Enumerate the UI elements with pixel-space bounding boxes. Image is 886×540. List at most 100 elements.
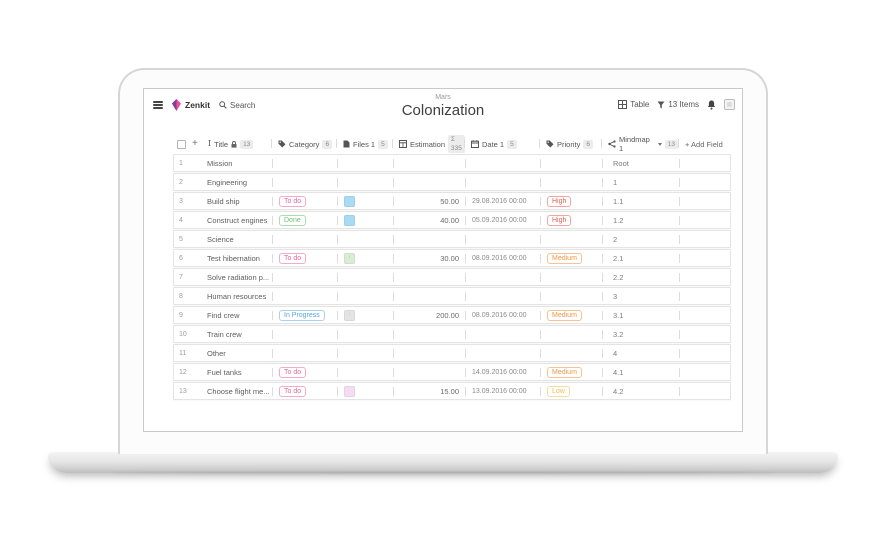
category-badge[interactable]: To do: [279, 195, 307, 207]
mindmap-value: 3.2: [613, 329, 624, 339]
priority-badge[interactable]: Medium: [547, 309, 582, 321]
table-row[interactable]: 2 Engineering 1: [173, 173, 731, 191]
row-number: 2: [179, 178, 183, 186]
priority-badge[interactable]: High: [547, 195, 572, 207]
row-number: 9: [179, 311, 183, 319]
row-number: 6: [179, 254, 183, 262]
estimation-value: 50.00: [440, 196, 459, 206]
priority-badge[interactable]: High: [547, 214, 572, 226]
row-number: 7: [179, 273, 183, 281]
mindmap-value: 4: [613, 348, 618, 358]
row-number: 10: [179, 330, 187, 338]
notifications-bell-icon[interactable]: [707, 100, 716, 110]
table-body: 1 Mission Root 2 Engineering 1 3 Build s…: [173, 154, 731, 401]
file-icon: [343, 140, 350, 148]
laptop-base: [48, 452, 838, 473]
table-row[interactable]: 3 Build ship To do 50.00 29.08.2016 00:0…: [173, 192, 731, 210]
category-badge[interactable]: To do: [279, 366, 307, 378]
hamburger-menu-icon[interactable]: [153, 101, 163, 109]
lock-icon: [231, 140, 237, 148]
category-badge[interactable]: To do: [279, 252, 307, 264]
mindmap-value: Root: [613, 158, 629, 168]
row-number: 1: [179, 159, 183, 167]
table-row[interactable]: 10 Train crew 3.2: [173, 325, 731, 343]
brand[interactable]: Zenkit: [172, 99, 210, 111]
date-value: 08.09.2016 00:00: [472, 311, 527, 319]
priority-badge[interactable]: Medium: [547, 252, 582, 264]
row-number: 4: [179, 216, 183, 224]
category-badge[interactable]: To do: [279, 385, 307, 397]
row-title: Train crew: [207, 329, 242, 339]
row-title: Choose flight me...: [207, 386, 270, 396]
file-thumbnail[interactable]: [344, 214, 355, 226]
table-row[interactable]: 5 Science 2: [173, 230, 731, 248]
column-header-date[interactable]: Date 1 5: [464, 135, 539, 153]
estimation-value: 30.00: [440, 253, 459, 263]
column-count-badge: 6: [583, 139, 593, 149]
row-number: 12: [179, 368, 187, 376]
file-thumbnail[interactable]: ↑: [344, 309, 355, 321]
row-title: Other: [207, 348, 226, 358]
column-priority-label: Priority: [557, 139, 581, 149]
row-title: Human resources: [207, 291, 267, 301]
column-header-title[interactable]: I Title 13: [201, 135, 271, 153]
mindmap-value: 2: [613, 234, 618, 244]
row-number: 13: [179, 387, 187, 395]
column-header-category[interactable]: Category 6: [271, 135, 336, 153]
table-row[interactable]: 1 Mission Root: [173, 154, 731, 172]
file-thumbnail[interactable]: [344, 195, 355, 207]
row-number: 5: [179, 235, 183, 243]
category-badge[interactable]: Done: [279, 214, 306, 226]
view-switcher[interactable]: Table: [618, 100, 649, 109]
priority-badge[interactable]: Medium: [547, 366, 582, 378]
header-select-cell: +: [173, 135, 201, 153]
table-row[interactable]: 9 Find crew In Progress ↑ 200.00 08.09.2…: [173, 306, 731, 324]
column-header-estimation[interactable]: Estimation Σ 335: [392, 135, 465, 153]
select-all-checkbox[interactable]: [177, 139, 186, 149]
column-header-files[interactable]: Files 1 5: [336, 135, 392, 153]
estimation-value: 15.00: [440, 386, 459, 396]
mindmap-value: 3: [613, 291, 618, 301]
search-label: Search: [230, 100, 256, 110]
row-title: Solve radiation p...: [207, 272, 270, 282]
calendar-icon: [471, 140, 479, 148]
table-row[interactable]: 6 Test hibernation To do ↑ 30.00 08.09.2…: [173, 249, 731, 267]
search-control[interactable]: Search: [219, 101, 255, 110]
topbar-left: Zenkit Search: [153, 99, 255, 111]
estimation-value: 40.00: [440, 215, 459, 225]
table-row[interactable]: 8 Human resources 3: [173, 287, 731, 305]
category-badge[interactable]: In Progress: [279, 309, 325, 321]
column-header-mindmap[interactable]: Mindmap 1 13: [601, 135, 678, 153]
column-count-badge: 13: [664, 139, 678, 149]
table-row[interactable]: 7 Solve radiation p... 2.2: [173, 268, 731, 286]
mindmap-icon: [608, 140, 616, 148]
column-count-badge: 13: [240, 139, 254, 149]
tag-icon: [278, 140, 286, 148]
table-row[interactable]: 13 Choose flight me... To do 15.00 13.09…: [173, 382, 731, 400]
filter-control[interactable]: 13 Items: [657, 100, 699, 109]
date-value: 14.09.2016 00:00: [472, 368, 527, 376]
row-title: Engineering: [207, 177, 248, 187]
table-view-icon: [618, 100, 628, 109]
chevron-down-icon: [657, 142, 662, 146]
priority-badge[interactable]: Low: [547, 385, 570, 397]
mindmap-value: 2.2: [613, 272, 624, 282]
table-row[interactable]: 11 Other 4: [173, 344, 731, 362]
add-field-button[interactable]: + Add Field: [678, 135, 731, 153]
column-header-priority[interactable]: Priority 6: [539, 135, 601, 153]
row-number: 3: [179, 197, 183, 205]
mindmap-value: 3.1: [613, 310, 624, 320]
user-avatar[interactable]: [724, 99, 735, 110]
column-date-label: Date 1: [482, 139, 505, 149]
table-row[interactable]: 12 Fuel tanks To do 14.09.2016 00:00 Med…: [173, 363, 731, 381]
row-title: Fuel tanks: [207, 367, 242, 377]
filter-funnel-icon: [657, 101, 665, 109]
table-row[interactable]: 4 Construct engines Done 40.00 05.09.201…: [173, 211, 731, 229]
add-item-icon[interactable]: +: [192, 138, 198, 149]
file-thumbnail[interactable]: ↑: [344, 252, 355, 264]
add-field-label: + Add Field: [685, 139, 723, 149]
row-title: Test hibernation: [207, 253, 260, 263]
row-number: 8: [179, 292, 183, 300]
column-count-badge: 5: [378, 139, 388, 149]
file-thumbnail[interactable]: [344, 385, 355, 397]
